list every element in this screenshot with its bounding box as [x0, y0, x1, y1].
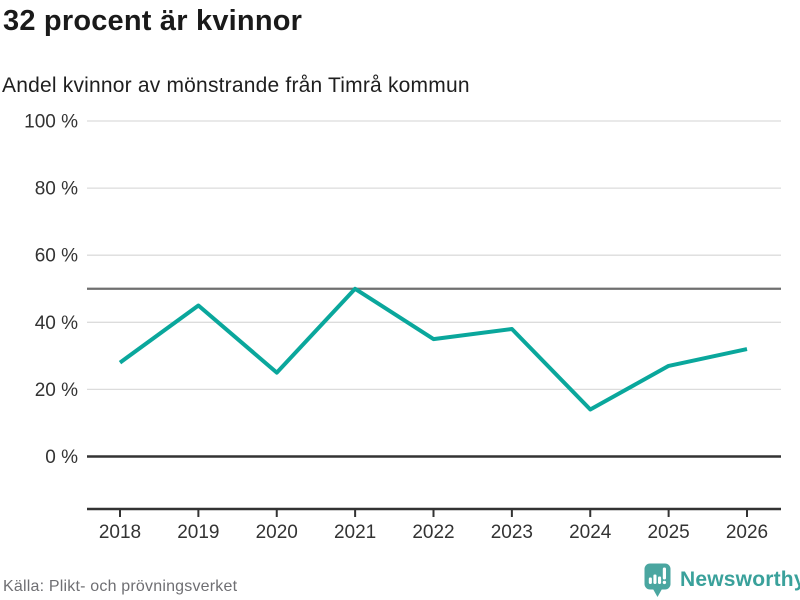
chart-title: 32 procent är kvinnor — [3, 5, 303, 37]
x-axis-tick-label: 2026 — [726, 522, 768, 543]
data-line — [118, 286, 748, 412]
y-axis-tick-label: 100 % — [24, 112, 78, 133]
newsworthy-logo-icon — [644, 563, 671, 597]
y-axis-tick-label: 40 % — [35, 313, 78, 334]
y-axis-tick-label: 60 % — [35, 246, 78, 267]
x-axis-tick-label: 2019 — [177, 522, 219, 543]
x-axis-tick-label: 2024 — [569, 522, 612, 543]
x-axis-tick-label: 2023 — [491, 522, 533, 543]
x-axis-tick-label: 2020 — [256, 522, 298, 543]
x-axis-tick-label: 2018 — [99, 522, 141, 543]
source-note: Källa: Plikt- och prövningsverket — [3, 578, 238, 595]
newsworthy-logo: Newsworthy — [644, 563, 800, 598]
y-axis-tick-label: 20 % — [35, 380, 78, 401]
x-axis-tick-label: 2021 — [334, 522, 376, 543]
newsworthy-logo-text: Newsworthy — [680, 568, 800, 591]
chart-subtitle: Andel kvinnor av mönstrande från Timrå k… — [2, 74, 470, 97]
y-axis-tick-label: 80 % — [35, 179, 78, 200]
x-axis-tick-label: 2022 — [412, 522, 454, 543]
x-axis-tick-label: 2025 — [647, 522, 689, 543]
y-axis-tick-label: 0 % — [45, 447, 78, 468]
